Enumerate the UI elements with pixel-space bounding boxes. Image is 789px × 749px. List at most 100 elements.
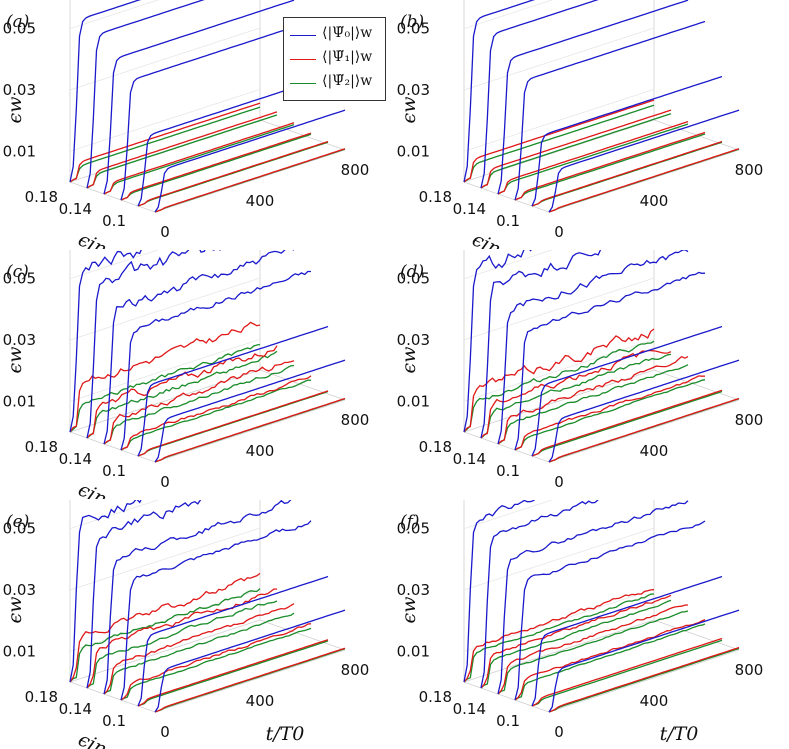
grid-line [154,649,346,713]
ein-tick-label: 0.18 [419,188,452,206]
ein-tick-label: 0.14 [453,700,486,718]
series-psi1-ein-0.12 [120,132,312,201]
t-tick-label: 800 [341,411,370,429]
t-axis-label: t/T0 [660,723,699,745]
ew-tick-label: 0.05 [3,20,36,38]
panel-svg: 0.05 0.03 0.01 0.180.14 0.1 0 400 800 (b) ϵw ϵin [397,0,763,249]
series-psi2-ein-0.12 [120,133,312,201]
series-psi1-ein-0.18 [463,589,655,683]
grid-line [463,527,655,591]
panel-b: 0.05 0.03 0.01 0.18 0.14 0.1 0 400 800 (b) ϵw ϵin [394,0,788,249]
legend-swatch-psi2 [290,83,316,84]
t-tick-label: 0 [554,223,564,241]
ew-axis-label: ϵw [4,97,26,124]
series-psi2-ein-0.12 [514,379,706,451]
series-psi1-ein-0.18 [69,102,261,183]
grid-line [69,27,261,91]
grid-line [653,619,740,651]
grid-line [463,181,550,213]
ew-tick-label: 0.05 [397,520,430,538]
series-psi0-ein-0.08 [548,109,740,213]
series-psi0-ein-0.08 [154,359,346,463]
grid-line [69,277,261,341]
panel-svg: 0.05 0.03 0.01 0.180.14 0.1 0 400 800 (a) ϵw ϵin [3,0,370,249]
ew-tick-label: 0.01 [3,392,36,410]
panel-d: 0.05 0.03 0.01 0.18 0.14 0.1 0 400 800 (d) ϵw [394,250,788,499]
legend: ⟨|Ψ̃₀|⟩w ⟨|Ψ̃₁|⟩w ⟨|Ψ̃₂|⟩w [283,17,386,101]
series-psi1-ein-0.18 [69,321,261,433]
series-psi0-ein-0.14 [103,0,295,195]
ew-tick-label: 0.03 [3,331,36,349]
series-psi1-ein-0.16 [86,345,278,439]
series-psi1-ein-0.08 [548,646,740,713]
series-psi2-ein-0.16 [86,600,278,689]
series-psi2-ein-0.08 [548,647,740,713]
series-psi0-ein-0.08 [548,609,740,713]
t-tick-label: 800 [341,661,370,679]
grid-line [69,250,159,279]
t-tick-label: 400 [246,692,275,710]
t-tick-label: 800 [735,661,764,679]
series-psi2-ein-0.18 [69,106,261,183]
series-psi2-ein-0.14 [497,123,689,195]
legend-label-psi2: ⟨|Ψ̃₂|⟩w [322,73,373,89]
grid-line [463,339,655,402]
ein-tick-label: 0.18 [419,438,452,456]
series-psi0-ein-0.14 [497,250,689,445]
series-psi2-ein-0.1 [137,141,329,207]
t-tick-label: 400 [640,692,669,710]
series-psi2-ein-0.14 [103,364,295,445]
legend-swatch-psi1 [290,59,316,60]
series-psi1-ein-0.08 [154,397,346,463]
series-psi2-ein-0.12 [514,623,706,701]
series-psi0-ein-0.08 [154,609,346,713]
series-psi1-ein-0.14 [497,604,689,695]
t-tick-label: 800 [341,161,370,179]
t-tick-label: 400 [246,442,275,460]
grid-line [69,681,156,713]
ein-tick-label: 0.1 [496,712,520,730]
series-psi2-ein-0.18 [463,104,655,183]
ein-tick-label: 0.14 [453,450,486,468]
grid-line [69,89,261,152]
t-tick-label: 400 [640,442,669,460]
series-psi0-ein-0.16 [86,0,205,189]
panel-label: (d) [400,262,424,282]
legend-item-psi0: ⟨|Ψ̃₀|⟩w [290,24,386,46]
t-tick-label: 0 [554,723,564,741]
series-psi2-ein-0.16 [86,350,278,439]
series-psi1-ein-0.08 [548,148,740,213]
series-psi2-ein-0.14 [497,610,689,695]
series-psi1-ein-0.12 [514,619,706,701]
series-psi0-ein-0.1 [531,75,723,207]
series-psi1-ein-0.1 [137,639,329,707]
ein-axis-label: ϵin [75,478,111,499]
series-psi1-ein-0.18 [463,99,655,183]
grid-line [69,181,156,213]
grid-line [463,619,655,683]
grid-line [69,0,159,29]
series-psi0-ein-0.18 [463,500,535,683]
grid-line [463,369,655,433]
series-psi1-ein-0.1 [531,140,723,207]
grid-line [69,339,261,402]
legend-label-psi0: ⟨|Ψ̃₀|⟩w [322,25,373,41]
series-psi0-ein-0.18 [463,0,536,183]
ew-tick-label: 0.05 [397,20,430,38]
ein-tick-label: 0.14 [59,700,92,718]
series-psi1-ein-0.1 [137,140,329,207]
series-psi2-ein-0.16 [480,353,672,439]
panel-f: 0.05 0.03 0.01 0.18 0.14 0.1 0 400 800 (f) ϵw t/T0 [394,500,788,749]
grid-line [463,27,655,91]
series-psi0-ein-0.16 [86,250,221,439]
grid-line [154,399,346,463]
ein-tick-label: 0.1 [496,462,520,480]
series-psi1-ein-0.12 [514,131,706,201]
legend-item-psi2: ⟨|Ψ̃₂|⟩w [290,72,386,94]
series-psi0-ein-0.16 [480,250,602,439]
ein-tick-label: 0.18 [25,188,58,206]
grid-line [259,619,346,651]
series-psi2-ein-0.12 [120,379,312,451]
series-psi2-ein-0.1 [137,390,329,457]
